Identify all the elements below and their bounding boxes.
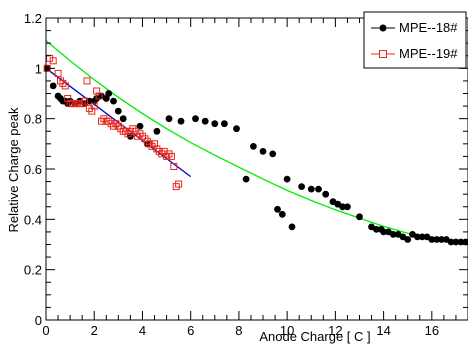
point-mpe18-24 <box>165 115 173 123</box>
point-mpe18-19 <box>119 115 127 123</box>
legend: MPE--18# MPE--19# <box>363 11 467 69</box>
point-mpe18-27 <box>201 117 209 125</box>
x-tick-label: 10 <box>280 323 294 338</box>
point-mpe18-25 <box>177 117 185 125</box>
point-mpe18-53 <box>389 231 397 238</box>
point-mpe19-20 <box>95 92 103 100</box>
y-tick-label: 0.4 <box>24 212 42 227</box>
point-mpe18-41 <box>315 185 322 193</box>
point-mpe18-32 <box>250 143 257 150</box>
point-mpe18-33 <box>259 148 267 155</box>
point-mpe19-14 <box>81 97 89 105</box>
plot-area <box>43 40 468 246</box>
point-mpe18-58 <box>414 233 421 241</box>
x-axis-title: Anode Charge [ C ] <box>259 329 370 344</box>
x-tick-label: 16 <box>425 323 439 338</box>
legend-label-mpe18: MPE--18# <box>399 20 458 35</box>
x-tick-label: 0 <box>42 323 49 338</box>
point-mpe18-68 <box>462 238 468 246</box>
point-mpe18-1 <box>49 82 57 90</box>
y-axis-title: Relative Charge peak <box>6 107 21 233</box>
point-mpe19-43 <box>151 140 158 148</box>
fit-line-1 <box>45 40 468 246</box>
point-mpe19-17 <box>88 107 96 115</box>
point-mpe18-49 <box>373 226 380 233</box>
point-mpe18-62 <box>433 236 441 243</box>
legend-box <box>363 11 467 69</box>
point-mpe18-28 <box>211 120 219 128</box>
legend-label-mpe19: MPE--19# <box>399 46 458 61</box>
point-mpe18-37 <box>283 175 291 183</box>
point-mpe18-67 <box>457 238 465 246</box>
x-tick-label: 2 <box>91 323 98 338</box>
point-mpe19-51 <box>170 163 178 170</box>
point-mpe18-65 <box>447 238 455 246</box>
point-mpe19-15 <box>83 77 91 85</box>
point-mpe18-36 <box>278 210 286 218</box>
point-mpe18-34 <box>269 150 277 158</box>
point-mpe18-51 <box>380 228 387 236</box>
point-mpe18-40 <box>307 185 315 193</box>
x-tick-label: 12 <box>328 323 342 338</box>
point-mpe18-46 <box>344 203 351 211</box>
point-mpe19-2 <box>49 57 57 65</box>
point-mpe18-56 <box>404 236 412 243</box>
y-tick-label: 0.6 <box>24 162 42 177</box>
legend-marker-mpe18 <box>379 24 387 32</box>
x-tick-label: 8 <box>235 323 242 338</box>
point-mpe19-3 <box>54 69 62 77</box>
legend-marker-mpe19 <box>379 50 387 58</box>
point-mpe18-45 <box>339 203 346 211</box>
point-mpe19-53 <box>175 180 183 188</box>
y-tick-label: 0 <box>35 313 42 328</box>
ticks: 0 2 4 6 8 10 12 14 16 0 0.2 0.4 0.6 0.8 1 1.2 <box>24 11 468 338</box>
x-tick-label: 14 <box>376 323 390 338</box>
fit-line-0 <box>45 67 192 178</box>
point-mpe18-35 <box>274 205 281 213</box>
x-tick-label: 4 <box>139 323 146 338</box>
point-mpe18-23 <box>153 127 161 135</box>
y-tick-label: 0.2 <box>24 263 42 278</box>
point-mpe19-6 <box>61 82 69 90</box>
point-mpe18-42 <box>322 190 330 198</box>
point-mpe18-63 <box>438 236 445 243</box>
point-mpe18-61 <box>428 236 436 243</box>
point-mpe18-39 <box>298 183 305 191</box>
point-mpe18-66 <box>452 238 460 246</box>
point-mpe18-18 <box>114 107 122 115</box>
point-mpe18-17 <box>110 97 117 105</box>
point-mpe19-7 <box>64 95 72 102</box>
point-mpe18-38 <box>288 223 296 231</box>
y-tick-label: 0.8 <box>24 112 42 127</box>
point-mpe18-59 <box>418 233 426 241</box>
point-mpe18-29 <box>221 120 228 128</box>
y-tick-label: 1 <box>35 61 42 76</box>
point-mpe18-47 <box>356 213 363 221</box>
point-mpe19-18 <box>90 102 98 110</box>
point-mpe18-26 <box>192 115 199 123</box>
point-mpe19-50 <box>167 152 175 160</box>
point-mpe18-16 <box>105 90 113 97</box>
y-tick-label: 1.2 <box>24 11 42 26</box>
x-tick-label: 6 <box>187 323 194 338</box>
point-mpe18-30 <box>233 125 240 133</box>
point-mpe18-31 <box>242 175 250 183</box>
